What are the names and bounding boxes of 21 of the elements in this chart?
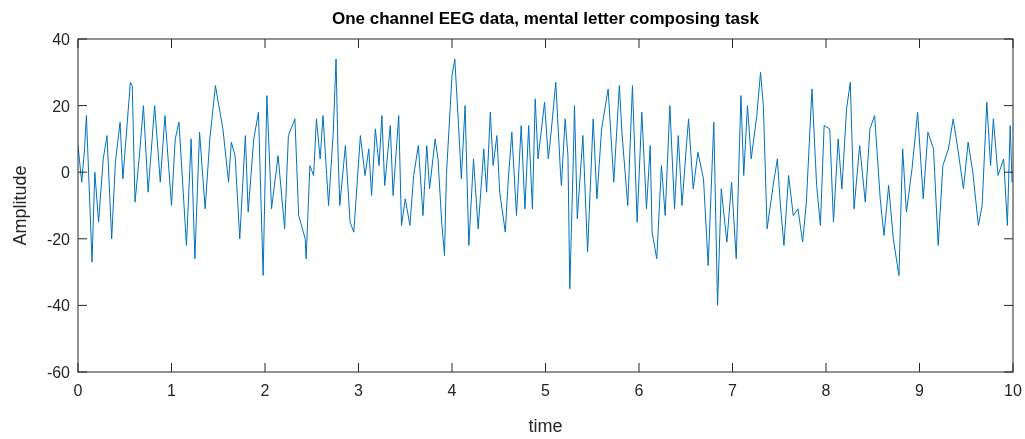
y-tick-label: 0: [61, 164, 71, 182]
line-series: [78, 58, 1013, 306]
x-tick-label: 5: [541, 382, 551, 399]
x-tick-label: 8: [821, 382, 831, 399]
x-axis-title: time: [528, 416, 563, 436]
y-tick-label: -60: [46, 364, 71, 381]
y-tick-label: -40: [46, 297, 71, 315]
y-axis-title: Amplitude: [10, 165, 30, 246]
x-tick-label: 2: [260, 382, 270, 399]
y-tick-label: 40: [52, 31, 71, 48]
x-tick-label: 10: [1004, 382, 1022, 399]
y-tick-label: 20: [52, 97, 71, 115]
y-tick-label: -20: [46, 230, 71, 248]
x-tick-label: 1: [167, 382, 177, 399]
chart-title: One channel EEG data, mental letter composing task: [331, 9, 760, 28]
x-tick-label: 7: [728, 382, 738, 399]
x-tick-label: 0: [73, 382, 83, 399]
x-tick-label: 3: [354, 382, 364, 399]
x-tick-label: 4: [447, 382, 457, 399]
x-tick-label: 9: [915, 382, 925, 399]
x-tick-label: 6: [634, 382, 644, 399]
